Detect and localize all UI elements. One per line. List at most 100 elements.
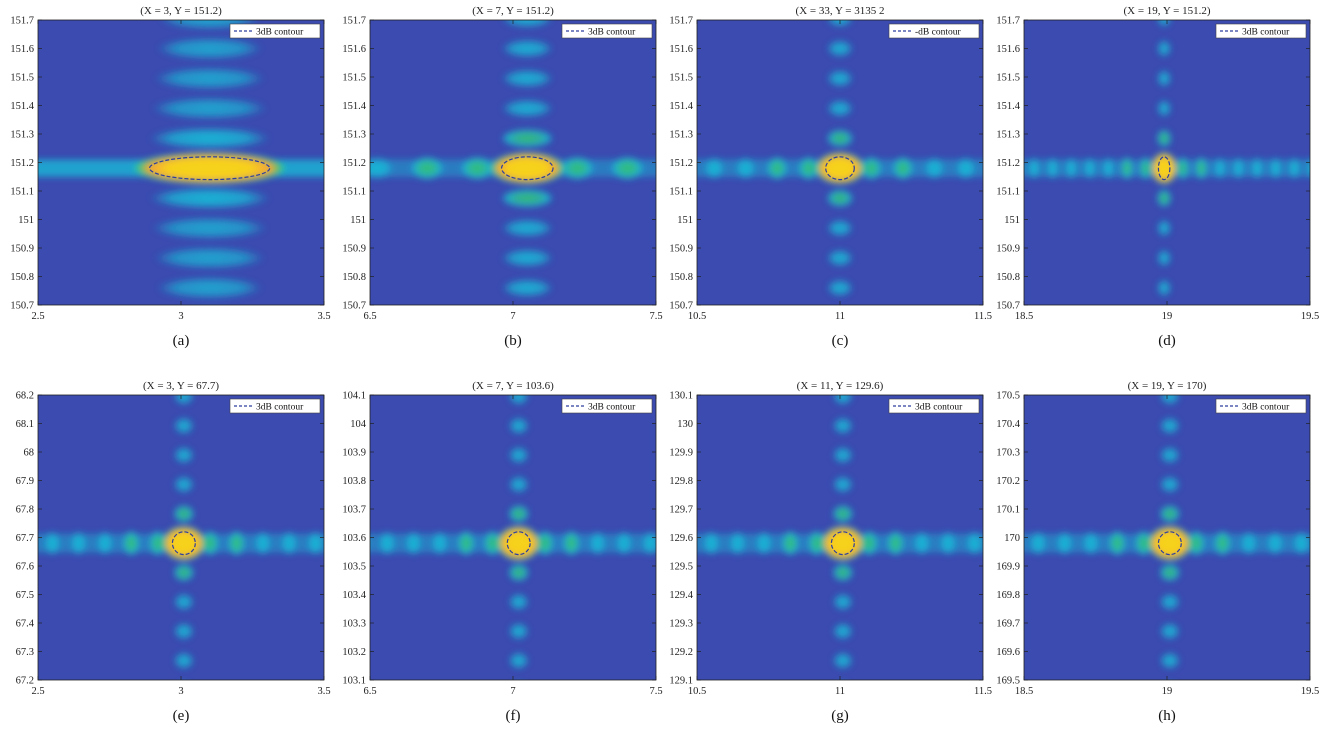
side-lobe (1156, 189, 1172, 207)
side-lobe (508, 622, 529, 640)
side-lobe (827, 69, 853, 87)
panel-title: (X = 11, Y = 129.6) (797, 380, 884, 392)
side-lobe (173, 395, 194, 405)
y-tick-label: 151.3 (996, 130, 1020, 141)
y-tick-label: 150.7 (996, 301, 1020, 312)
legend: 3dB contour (561, 398, 653, 414)
y-tick-label: 151.4 (669, 101, 693, 112)
legend: 3dB contour (561, 23, 653, 39)
side-lobe (501, 39, 554, 58)
side-lobe (501, 189, 554, 208)
y-tick-label: 151.1 (10, 187, 34, 198)
side-lobe (508, 505, 529, 523)
side-lobe (1159, 564, 1180, 582)
side-lobe (1156, 99, 1172, 117)
side-lobe (1156, 129, 1172, 147)
y-tick-label: 169.7 (996, 619, 1020, 630)
panel-title: (X = 19, Y = 151.2) (1123, 5, 1210, 17)
y-tick-label: 151.1 (342, 187, 366, 198)
side-lobe (501, 69, 554, 88)
side-lobe (254, 530, 272, 556)
y-tick-label: 130.1 (669, 391, 693, 402)
legend-box (229, 398, 321, 414)
side-lobe (611, 156, 644, 180)
legend-box (888, 23, 980, 39)
side-lobe (1159, 395, 1180, 405)
panel-label: (b) (504, 333, 522, 349)
side-lobe (1251, 156, 1264, 180)
side-lobe (702, 530, 720, 556)
side-lobe (1028, 156, 1040, 180)
side-lobe (457, 530, 475, 556)
side-lobe (174, 681, 194, 698)
y-tick-label: 150.9 (996, 244, 1020, 255)
y-tick-label: 151.6 (342, 44, 366, 55)
x-tick-label: 3.5 (317, 311, 330, 322)
y-tick-label: 129.4 (669, 590, 693, 601)
x-tick-label: 11 (835, 311, 845, 322)
side-lobe (149, 187, 271, 210)
y-tick-label: 103.5 (342, 562, 366, 573)
side-lobe (1156, 219, 1172, 237)
y-tick-label: 129.5 (669, 562, 693, 573)
side-lobe (1213, 156, 1226, 180)
side-lobe (1065, 156, 1078, 180)
side-lobe (832, 417, 853, 435)
side-lobe (151, 97, 268, 120)
side-lobe (615, 530, 633, 556)
heatmap-panel-b: 150.7 150.8 150.9 151 151.1 151.2 151.3 151.4 15… (332, 0, 666, 355)
legend-box (1215, 23, 1307, 39)
side-lobe (1156, 249, 1172, 267)
legend-label: 3dB contour (1242, 403, 1290, 413)
side-lobe (1159, 475, 1180, 494)
panel-title: (X = 19, Y = 170) (1128, 380, 1207, 392)
y-tick-label: 151.5 (996, 73, 1020, 84)
side-lobe (173, 417, 194, 435)
y-tick-label: 68 (24, 448, 35, 459)
side-lobe (1029, 530, 1047, 556)
side-lobe (832, 564, 853, 582)
side-lobe (827, 249, 853, 267)
y-tick-label: 68.1 (16, 419, 34, 430)
legend: -dB contour (888, 23, 980, 39)
x-tick-label: 2.5 (31, 686, 44, 697)
y-tick-label: 151 (1004, 215, 1020, 226)
side-lobe (1139, 156, 1152, 180)
x-tick-label: 11.5 (974, 311, 992, 322)
y-tick-label: 151.7 (669, 16, 693, 27)
side-lobe (1176, 156, 1189, 180)
side-lobe (502, 309, 553, 327)
side-lobe (755, 530, 773, 556)
y-tick-label: 150.7 (669, 301, 693, 312)
side-lobe (827, 219, 853, 237)
side-lobe (1159, 446, 1180, 464)
y-tick-label: 151.4 (10, 101, 34, 112)
side-lobe (228, 530, 245, 556)
contour-3db (171, 531, 196, 556)
side-lobe (1056, 530, 1074, 556)
y-tick-label: 151.3 (10, 130, 34, 141)
side-lobe (280, 530, 298, 556)
y-tick-label: 151.5 (669, 73, 693, 84)
side-lobe (833, 359, 853, 376)
side-lobe (1232, 156, 1245, 180)
y-tick-label: 129.8 (669, 476, 693, 487)
legend-label: 3dB contour (588, 28, 636, 38)
side-lobe (461, 156, 494, 180)
contour-3db (148, 156, 271, 181)
side-lobe (508, 652, 529, 670)
y-tick-label: 151.1 (996, 187, 1020, 198)
side-lobe (1195, 156, 1208, 180)
y-tick-label: 129.3 (669, 619, 693, 630)
side-lobe (173, 505, 194, 523)
y-tick-label: 151 (350, 215, 366, 226)
side-lobe (1046, 156, 1059, 180)
legend: 3dB contour (1215, 398, 1307, 414)
side-lobe (508, 395, 529, 405)
y-tick-label: 67.2 (16, 676, 34, 687)
y-tick-label: 151.7 (342, 16, 366, 27)
contour-3db (500, 156, 554, 181)
y-tick-label: 150.7 (10, 301, 34, 312)
legend-box (888, 398, 980, 414)
y-tick-label: 103.1 (342, 676, 366, 687)
